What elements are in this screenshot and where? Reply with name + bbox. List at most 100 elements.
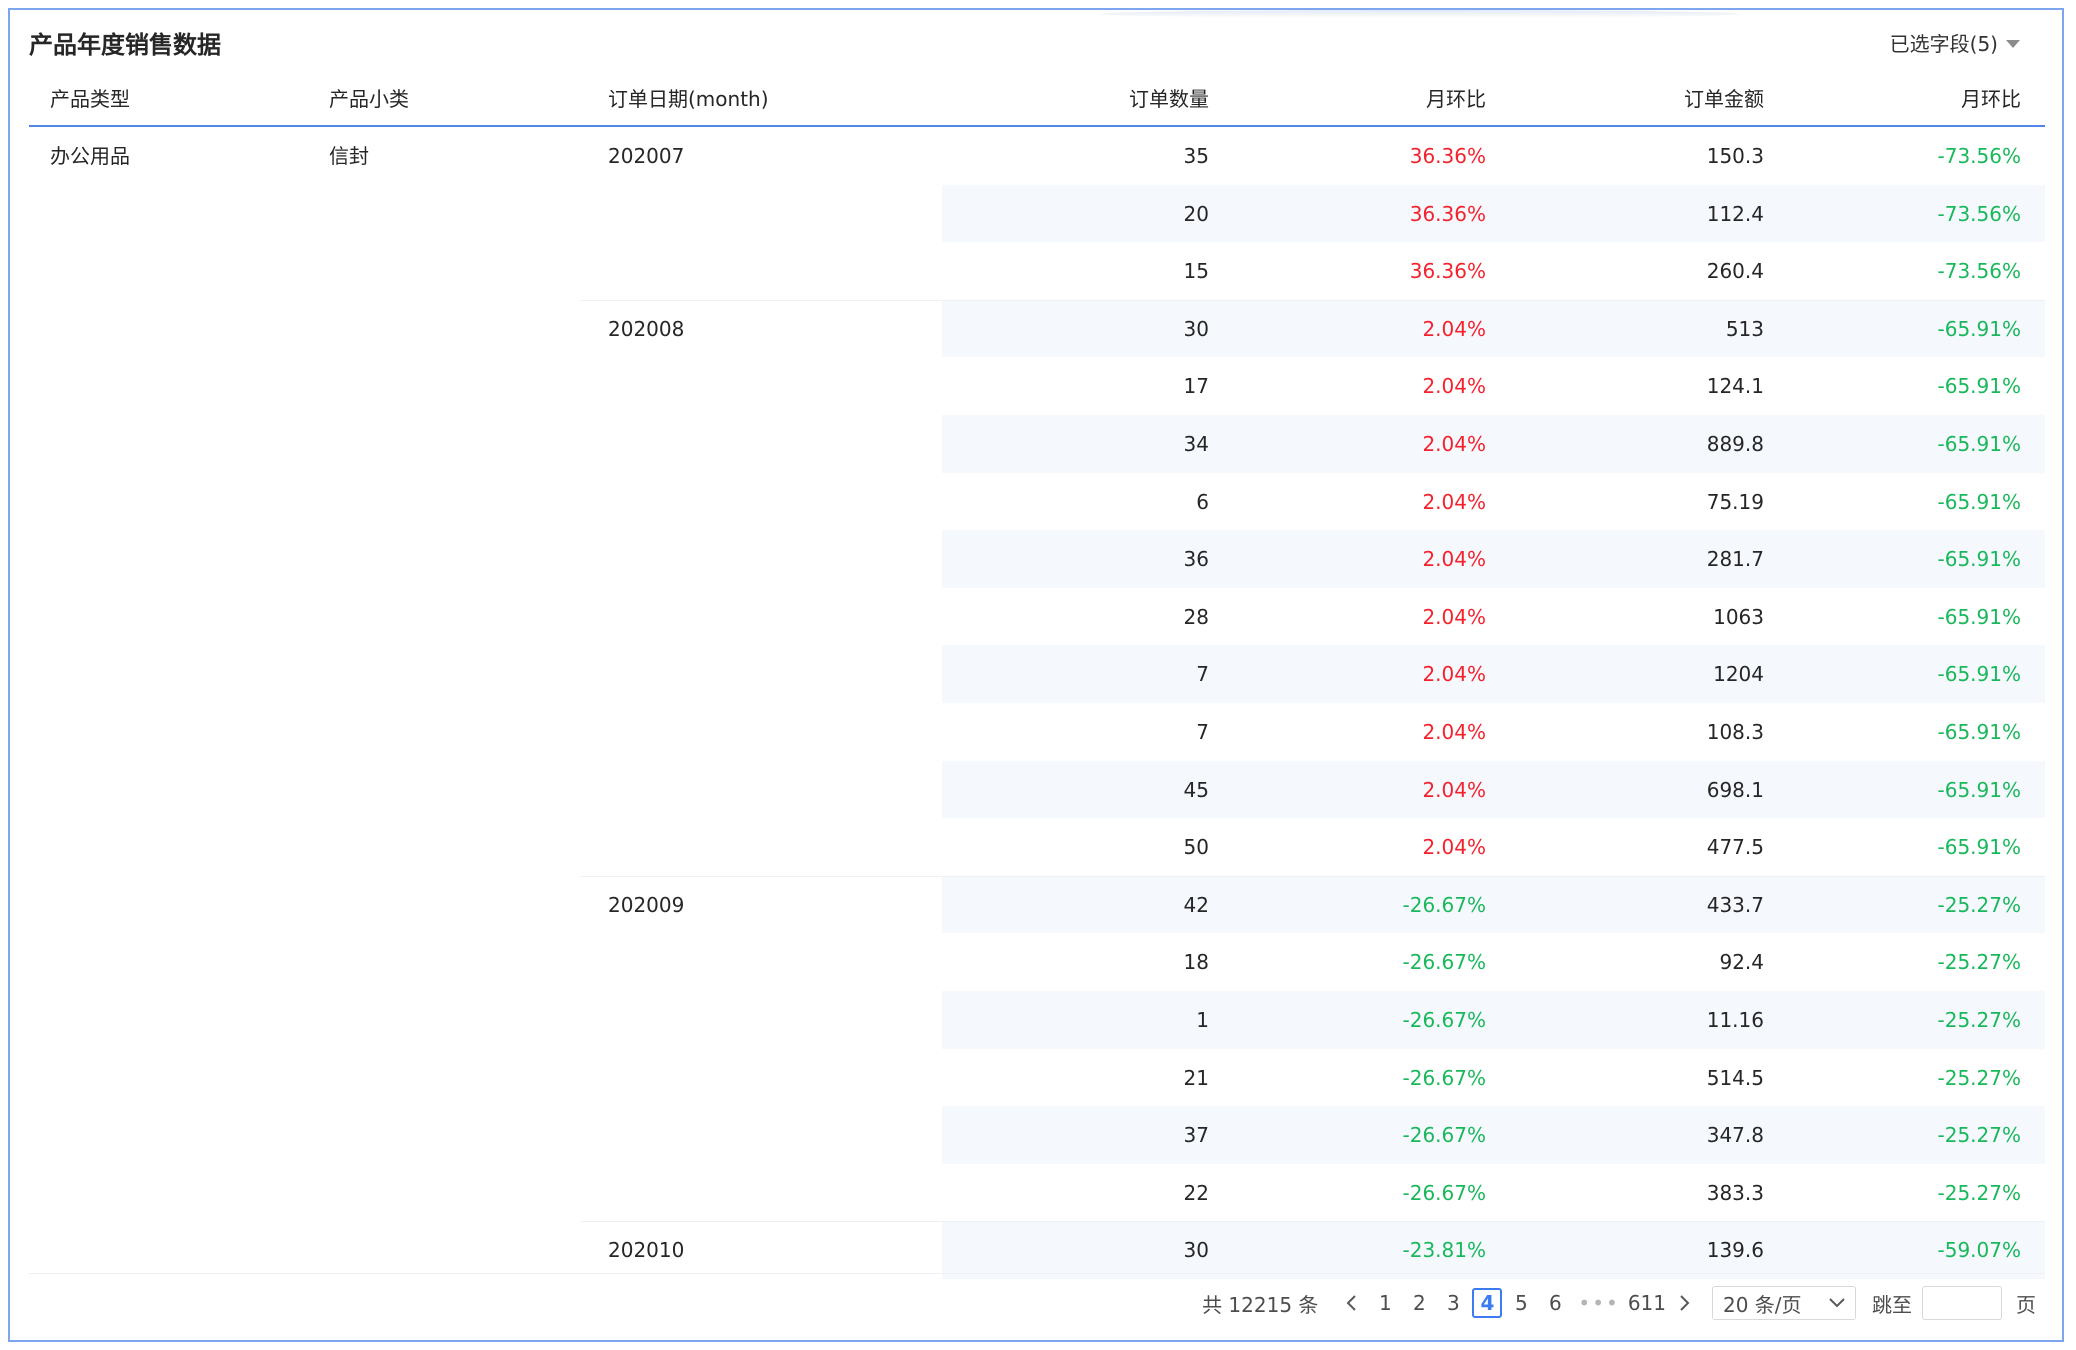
cell-order-qty: 18 <box>1183 950 1209 975</box>
cell-order-qty: 36 <box>1183 547 1209 572</box>
col-header-product-type[interactable]: 产品类型 <box>50 87 130 111</box>
cell-order-amount: 260.4 <box>1706 259 1764 284</box>
next-page-icon[interactable] <box>1674 1288 1696 1318</box>
page-item-6[interactable]: 6 <box>1549 1291 1562 1315</box>
cell-amount-mom: -73.56% <box>1937 144 2021 168</box>
cell-amount-mom: -25.27% <box>1937 892 2021 917</box>
cell-qty-mom: 2.04% <box>1422 432 1486 456</box>
cell-order-amount: 124.1 <box>1706 374 1764 399</box>
cell-order-qty: 22 <box>1183 1180 1209 1205</box>
prev-page-icon[interactable] <box>1340 1288 1362 1318</box>
cell-qty-mom: -26.67% <box>1402 1123 1486 1148</box>
cell-amount-mom: -73.56% <box>1937 201 2021 226</box>
cell-order-amount: 889.8 <box>1706 432 1764 456</box>
cell-order-amount: 383.3 <box>1706 1180 1764 1205</box>
cell-amount-mom: -65.91% <box>1937 489 2021 514</box>
cell-amount-mom: -25.27% <box>1937 1065 2021 1090</box>
cell-order-qty: 15 <box>1183 259 1209 284</box>
cell-amount-mom: -25.27% <box>1937 1180 2021 1205</box>
cell-order-amount: 347.8 <box>1706 1123 1764 1148</box>
caret-down-icon <box>2006 39 2020 48</box>
cell-qty-mom: 2.04% <box>1422 662 1486 687</box>
cell-order-qty: 30 <box>1183 1238 1209 1263</box>
cell-amount-mom: -59.07% <box>1937 1238 2021 1263</box>
row-stripe <box>942 415 2045 473</box>
cell-qty-mom: 2.04% <box>1422 374 1486 399</box>
page-ellipsis[interactable]: ••• <box>1578 1291 1620 1315</box>
chevron-down-icon <box>1829 1298 1845 1308</box>
cell-order-qty: 6 <box>1196 489 1209 514</box>
table-header: 产品类型 产品小类 订单日期(month) 订单数量 月环比 订单金额 月环比 <box>29 68 2045 127</box>
cell-order-amount: 514.5 <box>1706 1065 1764 1090</box>
cell-qty-mom: -26.67% <box>1402 1180 1486 1205</box>
row-stripe <box>942 1106 2045 1164</box>
cell-qty-mom: 2.04% <box>1422 777 1486 802</box>
row-stripe <box>942 299 2045 358</box>
cell-order-qty: 7 <box>1196 720 1209 744</box>
pagination: 共 12215 条 1 2 3 4 5 6 ••• 611 20 条/页 跳至 … <box>1202 1286 2036 1320</box>
page-item-5[interactable]: 5 <box>1515 1291 1528 1315</box>
cell-qty-mom: 2.04% <box>1422 316 1486 341</box>
group-divider <box>581 875 2045 877</box>
cell-order-qty: 28 <box>1183 604 1209 629</box>
row-stripe <box>942 875 2045 934</box>
page-size-value: 20 条/页 <box>1723 1292 1802 1317</box>
top-shadow <box>1100 10 1740 18</box>
row-stripe <box>942 1221 2045 1279</box>
cell-amount-mom: -65.91% <box>1937 604 2021 629</box>
selected-fields-dropdown[interactable]: 已选字段(5) <box>1890 28 2020 57</box>
cell-order-month: 202007 <box>608 144 685 168</box>
cell-order-month: 202010 <box>608 1238 685 1263</box>
row-stripe <box>942 184 2045 243</box>
cell-order-qty: 17 <box>1183 374 1209 399</box>
page-item-4-current[interactable]: 4 <box>1472 1288 1503 1318</box>
col-header-qty-mom[interactable]: 月环比 <box>1426 87 1486 111</box>
cell-order-amount: 1063 <box>1713 604 1764 629</box>
cell-qty-mom: -26.67% <box>1402 950 1486 975</box>
cell-amount-mom: -65.91% <box>1937 432 2021 456</box>
cell-amount-mom: -65.91% <box>1937 547 2021 572</box>
pagination-total: 共 12215 条 <box>1202 1292 1319 1317</box>
cell-order-qty: 1 <box>1196 1008 1209 1032</box>
cell-order-qty: 34 <box>1183 432 1209 456</box>
page-item-3[interactable]: 3 <box>1447 1291 1460 1315</box>
table-bottom-divider <box>29 1273 2045 1274</box>
page-title: 产品年度销售数据 <box>29 31 221 59</box>
col-header-amount-mom[interactable]: 月环比 <box>1961 87 2021 111</box>
cell-amount-mom: -65.91% <box>1937 835 2021 860</box>
cell-order-amount: 139.6 <box>1706 1238 1764 1263</box>
cell-order-amount: 477.5 <box>1706 835 1764 860</box>
col-header-order-qty[interactable]: 订单数量 <box>1129 87 1209 111</box>
cell-order-amount: 75.19 <box>1706 489 1764 514</box>
page-item-1[interactable]: 1 <box>1379 1291 1392 1315</box>
cell-product-type: 办公用品 <box>50 144 130 168</box>
cell-qty-mom: 2.04% <box>1422 835 1486 860</box>
cell-qty-mom: -26.67% <box>1402 1008 1486 1032</box>
cell-amount-mom: -73.56% <box>1937 259 2021 284</box>
cell-order-amount: 112.4 <box>1706 201 1764 226</box>
cell-order-amount: 513 <box>1725 316 1764 341</box>
col-header-order-month[interactable]: 订单日期(month) <box>608 87 769 111</box>
cell-order-amount: 433.7 <box>1706 892 1764 917</box>
cell-order-month: 202009 <box>608 892 685 917</box>
selected-fields-label: 已选字段(5) <box>1889 32 1998 56</box>
cell-qty-mom: -26.67% <box>1402 892 1486 917</box>
page-item-2[interactable]: 2 <box>1413 1291 1426 1315</box>
cell-qty-mom: 2.04% <box>1422 489 1486 514</box>
cell-qty-mom: 2.04% <box>1422 604 1486 629</box>
page-size-select[interactable]: 20 条/页 <box>1712 1286 1856 1320</box>
cell-amount-mom: -65.91% <box>1937 662 2021 687</box>
cell-order-amount: 11.16 <box>1706 1008 1764 1032</box>
cell-qty-mom: 2.04% <box>1422 547 1486 572</box>
col-header-order-amount[interactable]: 订单金额 <box>1684 87 1764 111</box>
jump-to-input[interactable] <box>1922 1286 2002 1320</box>
table-body: 办公用品 信封 202007 35 36.36% 150.3 -73.56% 20 36.36%… <box>29 127 2045 1279</box>
col-header-product-subtype[interactable]: 产品小类 <box>329 87 409 111</box>
cell-qty-mom: 2.04% <box>1422 720 1486 744</box>
cell-order-qty: 42 <box>1183 892 1209 917</box>
page-item-last[interactable]: 611 <box>1627 1291 1666 1315</box>
cell-order-amount: 150.3 <box>1706 144 1764 168</box>
cell-qty-mom: 36.36% <box>1409 144 1486 168</box>
cell-amount-mom: -25.27% <box>1937 1008 2021 1032</box>
cell-amount-mom: -65.91% <box>1937 777 2021 802</box>
